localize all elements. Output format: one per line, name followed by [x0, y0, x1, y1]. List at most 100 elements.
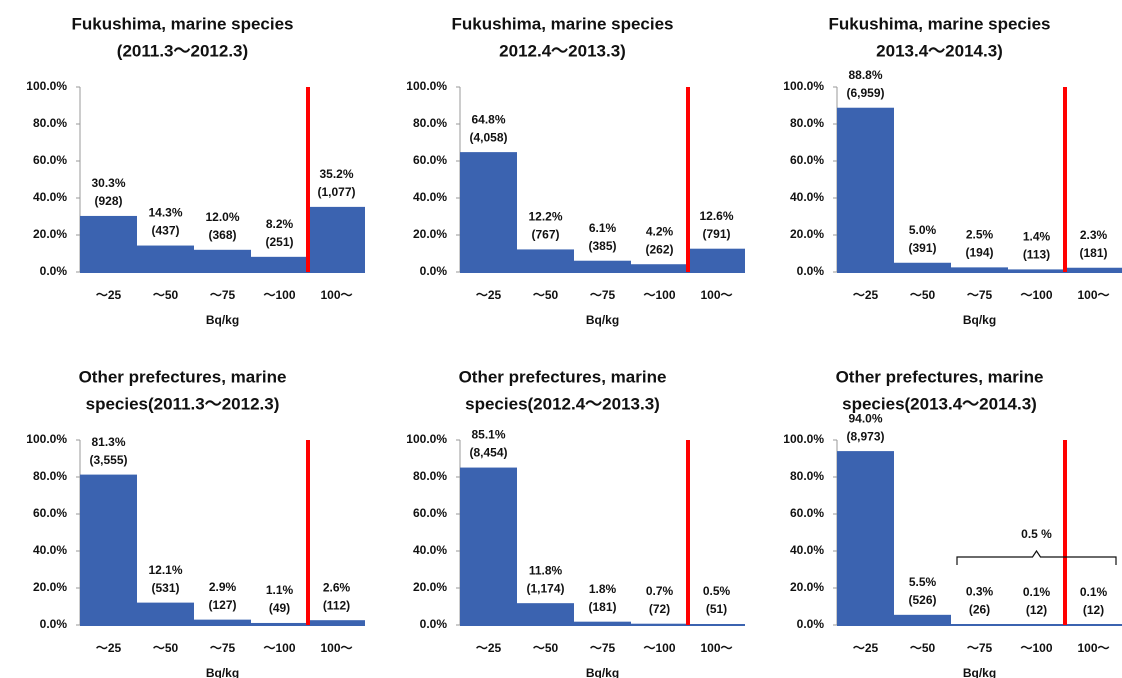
x-tick-label: 〜25 [853, 288, 879, 302]
bar [517, 603, 574, 625]
chart-title: species(2013.4〜2014.3) [842, 394, 1037, 413]
chart-title: 2013.4〜2014.3) [876, 41, 1003, 60]
y-tick-label: 80.0% [33, 116, 67, 130]
y-tick-label: 80.0% [413, 469, 447, 483]
x-tick-label: 〜75 [210, 641, 236, 655]
y-tick-label: 40.0% [413, 190, 447, 204]
count-label: (1,077) [317, 185, 355, 199]
y-tick-label: 100.0% [406, 79, 447, 93]
count-label: (112) [323, 598, 350, 612]
count-label: (251) [265, 235, 293, 249]
y-tick-label: 40.0% [790, 543, 824, 557]
value-label: 5.0% [909, 223, 937, 237]
x-tick-label: 100〜 [1077, 288, 1109, 302]
y-tick-label: 20.0% [790, 580, 824, 594]
bar [894, 262, 951, 272]
bar [137, 602, 194, 625]
bar [460, 467, 517, 625]
y-tick-label: 100.0% [26, 432, 67, 446]
y-tick-label: 20.0% [413, 227, 447, 241]
count-label: (391) [908, 241, 936, 255]
y-tick-label: 40.0% [33, 543, 67, 557]
x-tick-label: 〜75 [210, 288, 236, 302]
count-label: (49) [269, 601, 290, 615]
x-tick-label: 〜100 [263, 288, 295, 302]
bar [251, 256, 308, 272]
x-tick-label: 100〜 [700, 641, 732, 655]
bar [951, 267, 1008, 272]
chart-title: Fukushima, marine species [71, 14, 293, 33]
x-tick-label: 〜50 [910, 288, 936, 302]
bar [251, 622, 308, 625]
value-label: 12.2% [528, 210, 562, 224]
x-tick-label: 〜50 [910, 641, 936, 655]
y-tick-label: 100.0% [406, 432, 447, 446]
count-label: (181) [588, 600, 616, 614]
count-label: (26) [969, 603, 990, 617]
count-label: (928) [94, 194, 122, 208]
y-tick-label: 80.0% [413, 116, 447, 130]
x-tick-label: 100〜 [320, 641, 352, 655]
value-label: 0.1% [1080, 585, 1108, 599]
y-tick-label: 60.0% [413, 506, 447, 520]
bar [194, 249, 251, 272]
annotation: 0.5 % [1021, 527, 1052, 541]
x-axis-label: Bq/kg [963, 313, 996, 327]
x-axis-label: Bq/kg [963, 666, 996, 678]
y-tick-label: 100.0% [783, 79, 824, 93]
value-label: 12.0% [205, 210, 239, 224]
y-tick-label: 80.0% [790, 469, 824, 483]
y-tick-label: 20.0% [33, 227, 67, 241]
bar [631, 264, 688, 272]
chart-title: Fukushima, marine species [828, 14, 1050, 33]
count-label: (526) [908, 593, 936, 607]
count-label: (6,959) [846, 86, 884, 100]
count-label: (113) [1023, 248, 1050, 262]
x-tick-label: 〜50 [153, 288, 179, 302]
count-label: (127) [208, 598, 236, 612]
y-tick-label: 100.0% [783, 432, 824, 446]
count-label: (531) [151, 581, 179, 595]
x-axis-label: Bq/kg [206, 313, 239, 327]
y-tick-label: 0.0% [797, 617, 825, 631]
chart-title: (2011.3〜2012.3) [117, 41, 248, 60]
x-tick-label: 〜100 [263, 641, 295, 655]
bar [80, 215, 137, 272]
bar [460, 152, 517, 272]
count-label: (385) [588, 239, 616, 253]
x-tick-label: 100〜 [1077, 641, 1109, 655]
x-axis-label: Bq/kg [206, 666, 239, 678]
count-label: (791) [702, 227, 730, 241]
y-tick-label: 60.0% [33, 153, 67, 167]
value-label: 6.1% [589, 221, 617, 235]
count-label: (51) [706, 602, 727, 616]
count-label: (3,555) [89, 453, 127, 467]
bar [688, 248, 745, 272]
count-label: (181) [1079, 246, 1107, 260]
value-label: 2.9% [209, 580, 237, 594]
x-tick-label: 〜50 [533, 288, 559, 302]
value-label: 88.8% [848, 68, 882, 82]
value-label: 12.1% [148, 563, 182, 577]
y-tick-label: 0.0% [797, 264, 825, 278]
y-tick-label: 0.0% [40, 264, 68, 278]
y-tick-label: 0.0% [40, 617, 68, 631]
x-tick-label: 〜25 [96, 641, 122, 655]
bar [308, 206, 365, 272]
x-tick-label: 〜75 [590, 288, 616, 302]
value-label: 1.1% [266, 583, 294, 597]
y-tick-label: 60.0% [790, 153, 824, 167]
y-tick-label: 0.0% [420, 617, 448, 631]
bar [194, 619, 251, 625]
bar [837, 107, 894, 272]
count-label: (4,058) [469, 130, 507, 144]
value-label: 0.3% [966, 585, 994, 599]
value-label: 94.0% [848, 411, 882, 425]
value-label: 85.1% [471, 428, 505, 442]
y-tick-label: 100.0% [26, 79, 67, 93]
x-axis-label: Bq/kg [586, 666, 619, 678]
bar [837, 451, 894, 625]
count-label: (12) [1083, 603, 1104, 617]
value-label: 12.6% [699, 209, 733, 223]
